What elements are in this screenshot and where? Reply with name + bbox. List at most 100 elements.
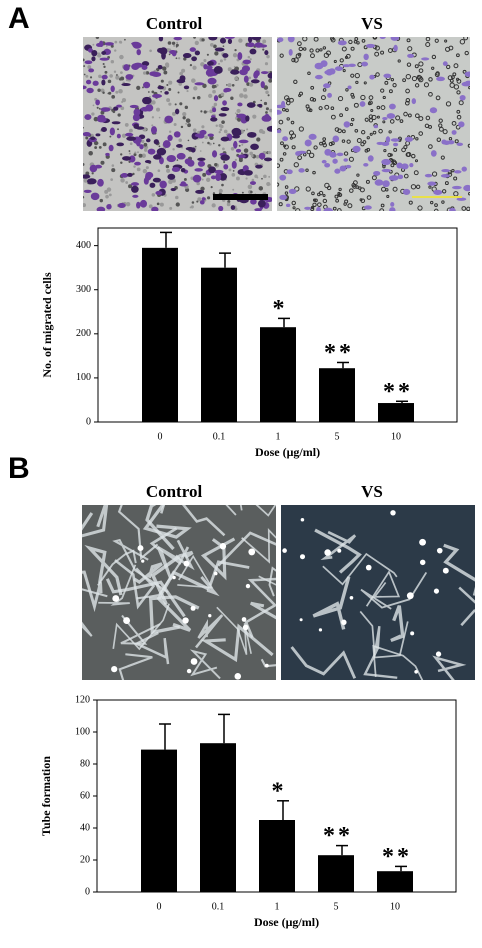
tube <box>133 562 163 585</box>
speck <box>380 105 386 111</box>
cell <box>441 139 447 145</box>
speck <box>392 83 397 88</box>
speck <box>171 41 176 46</box>
speck <box>322 198 328 204</box>
speck <box>208 93 213 99</box>
speck <box>186 90 189 93</box>
speck <box>374 45 380 51</box>
cell <box>318 628 323 632</box>
cell <box>288 49 293 56</box>
cell <box>184 158 192 165</box>
cell <box>164 91 169 95</box>
speck <box>322 193 326 198</box>
cell <box>194 168 203 172</box>
tube <box>314 528 362 574</box>
cell <box>390 37 400 41</box>
speck <box>206 53 209 56</box>
bar <box>378 403 414 422</box>
tube <box>443 543 475 596</box>
speck <box>456 90 461 95</box>
speck <box>379 208 385 211</box>
cell <box>242 59 251 65</box>
speck <box>174 103 177 106</box>
speck <box>255 155 260 159</box>
speck <box>370 109 374 113</box>
cell <box>230 69 240 75</box>
cell <box>300 518 305 522</box>
speck <box>197 197 202 202</box>
cell <box>157 85 164 90</box>
speck <box>378 128 383 134</box>
speck <box>158 116 161 119</box>
speck <box>151 100 156 105</box>
speck <box>264 62 269 66</box>
speck <box>151 116 155 119</box>
speck <box>456 78 462 84</box>
cell <box>453 170 462 174</box>
speck <box>431 66 435 70</box>
speck <box>93 116 99 122</box>
speck <box>299 91 303 96</box>
speck <box>252 114 257 119</box>
speck <box>200 110 203 113</box>
cell <box>87 48 93 53</box>
cell <box>96 206 106 211</box>
x-axis-label: Dose (μg/ml) <box>255 445 320 459</box>
cell <box>288 188 297 195</box>
speck <box>280 141 284 146</box>
speck <box>220 92 225 97</box>
speck <box>269 108 272 113</box>
speck <box>289 136 293 140</box>
speck <box>312 170 316 175</box>
speck <box>173 44 176 47</box>
cell <box>279 174 287 181</box>
speck <box>96 141 99 145</box>
speck <box>83 126 84 129</box>
cell <box>141 559 145 563</box>
tube <box>360 571 428 610</box>
speck <box>212 89 216 94</box>
cell <box>95 133 101 137</box>
speck <box>250 190 253 194</box>
cell <box>117 202 126 209</box>
speck <box>262 39 267 44</box>
speck <box>319 141 323 146</box>
speck <box>148 204 153 209</box>
speck <box>305 186 311 192</box>
speck <box>142 168 148 174</box>
cell <box>223 164 229 170</box>
speck <box>406 38 411 43</box>
cell <box>194 50 201 56</box>
cell <box>359 101 366 107</box>
cell <box>86 87 94 94</box>
speck <box>310 85 315 90</box>
speck <box>83 163 85 166</box>
speck <box>360 142 365 147</box>
speck <box>302 47 307 51</box>
cell <box>197 157 206 161</box>
speck <box>277 182 280 187</box>
speck <box>263 174 267 179</box>
speck <box>392 160 398 166</box>
cell <box>84 60 93 65</box>
speck <box>285 108 289 113</box>
speck <box>337 95 344 102</box>
speck <box>410 184 417 190</box>
cell <box>458 121 465 128</box>
speck <box>356 41 360 45</box>
speck <box>308 152 315 159</box>
speck <box>350 73 355 78</box>
cell <box>440 174 450 178</box>
cell <box>166 156 175 160</box>
speck <box>185 118 191 123</box>
cell <box>159 180 167 189</box>
speck <box>207 196 211 200</box>
speck <box>350 46 355 51</box>
cell <box>382 116 388 121</box>
speck <box>305 168 309 172</box>
speck <box>143 142 148 147</box>
speck <box>184 105 189 110</box>
speck <box>209 109 214 114</box>
speck <box>428 144 433 149</box>
speck <box>322 143 327 148</box>
